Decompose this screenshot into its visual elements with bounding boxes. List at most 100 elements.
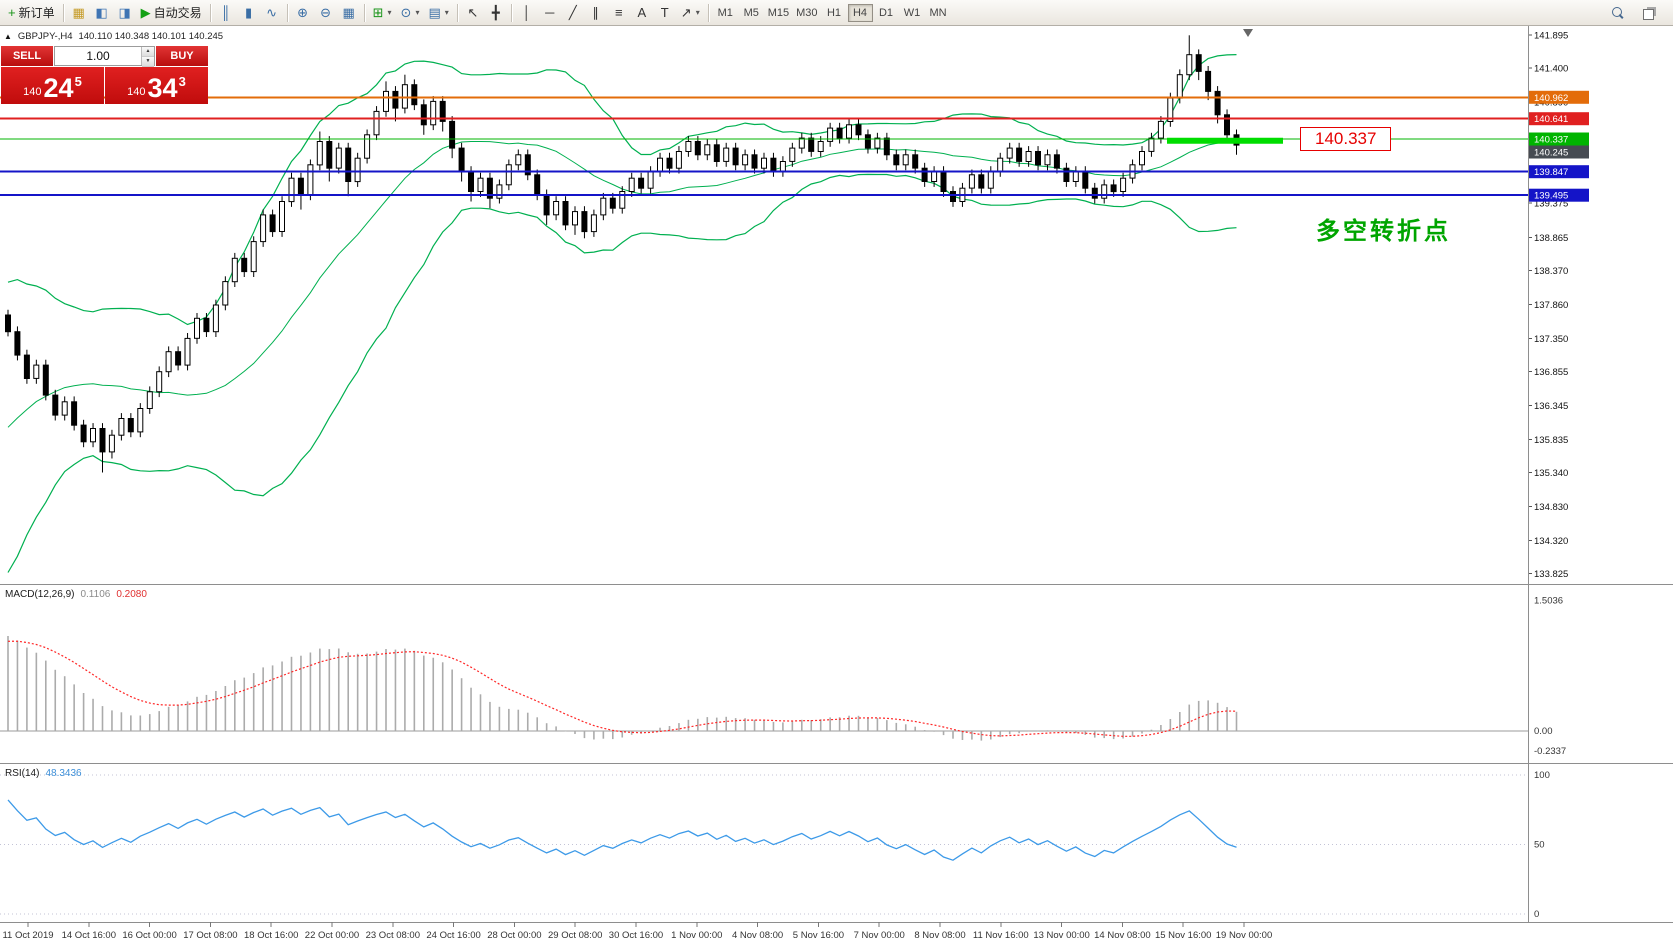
arrows-button[interactable]: ↗ ▾ xyxy=(677,3,704,23)
templates-button[interactable]: ▤ ▾ xyxy=(424,3,452,23)
timeframe-h4[interactable]: H4 xyxy=(847,3,873,22)
new-order-button[interactable]: + 新订单 xyxy=(4,3,59,23)
profiles-button[interactable]: ◧ xyxy=(91,3,113,23)
timeframe-w1[interactable]: W1 xyxy=(903,6,921,19)
sell-price-frac: 5 xyxy=(74,74,82,89)
candle-body xyxy=(562,201,569,226)
timeframe-m30[interactable]: M30 xyxy=(796,6,818,19)
price-axis-tick: 137.860 xyxy=(1534,300,1568,311)
zoom-out-button[interactable]: ⊖ xyxy=(315,3,337,23)
new-chart-button[interactable]: ⊞ ▾ xyxy=(369,3,396,23)
buy-price-base: 140 xyxy=(127,86,146,98)
rsi-panel[interactable] xyxy=(0,765,1528,922)
candle-body xyxy=(524,154,531,176)
candle-body xyxy=(968,174,975,189)
crosshair-button[interactable]: ╋ xyxy=(485,3,507,23)
rsi-axis-label: 0 xyxy=(1534,909,1539,920)
toolbar-separator xyxy=(62,3,64,22)
cursor-button[interactable]: ↖ xyxy=(462,3,484,23)
timeframe-m5[interactable]: M5 xyxy=(743,6,759,19)
channel-button[interactable]: ∥ xyxy=(585,3,607,23)
chart-plot-area[interactable] xyxy=(0,26,1528,584)
timeframe-m15[interactable]: M15 xyxy=(767,6,790,19)
price-tag-text: 139.847 xyxy=(1534,167,1568,178)
candle-body xyxy=(742,154,749,166)
timeframe-d1[interactable]: D1 xyxy=(878,6,894,19)
trendline-button[interactable]: ╱ xyxy=(562,3,584,23)
charts-button[interactable]: ▦ xyxy=(68,3,90,23)
candle-body xyxy=(118,418,125,436)
bar-chart-button[interactable]: ║ xyxy=(215,3,237,23)
candle-body xyxy=(638,177,645,189)
time-axis-label: 8 Nov 08:00 xyxy=(914,930,965,941)
macd-axis-max: 1.5036 xyxy=(1534,595,1563,606)
fibonacci-icon: ≡ xyxy=(614,5,623,20)
candle-body xyxy=(1110,184,1117,193)
time-axis-label: 24 Oct 16:00 xyxy=(426,930,480,941)
macd-axis-zero: 0.00 xyxy=(1534,726,1553,737)
periods-button[interactable]: ⊙ ▾ xyxy=(397,3,424,23)
candle-body xyxy=(609,197,616,209)
candle-body xyxy=(260,214,267,243)
time-axis-label: 5 Nov 16:00 xyxy=(793,930,844,941)
timeframe-mn[interactable]: MN xyxy=(929,6,947,19)
vertical-line-button[interactable]: │ xyxy=(516,3,538,23)
fibonacci-button[interactable]: ≡ xyxy=(608,3,630,23)
autotrading-button[interactable]: ▶ 自动交易 xyxy=(137,3,206,23)
candle-body xyxy=(1025,151,1032,162)
new-window-button[interactable] xyxy=(1637,3,1659,23)
buy-button[interactable]: BUY xyxy=(156,46,208,66)
horizontal-line-icon: ─ xyxy=(545,5,555,20)
profiles-icon: ◧ xyxy=(95,5,108,20)
rsi-value: 48.3436 xyxy=(45,768,82,779)
candle-body xyxy=(90,428,96,443)
candle-body xyxy=(1035,151,1041,166)
price-tag-139.495 xyxy=(1529,188,1589,202)
candle-body xyxy=(732,147,739,166)
search-button[interactable] xyxy=(1607,3,1629,23)
candle-body xyxy=(316,141,323,166)
time-axis[interactable] xyxy=(0,922,1673,950)
lot-size-input[interactable]: 1.00 ▲ ▼ xyxy=(54,46,155,67)
candle-body xyxy=(23,354,30,380)
label-button[interactable]: T xyxy=(654,3,676,23)
candle-body xyxy=(80,424,87,443)
text-button[interactable]: A xyxy=(631,3,653,23)
timeframe-m1[interactable]: M1 xyxy=(717,6,733,19)
time-axis-label: 30 Oct 16:00 xyxy=(609,930,663,941)
price-annotation-label[interactable]: 140.337 xyxy=(1300,126,1392,151)
candle-body xyxy=(137,408,144,433)
horizontal-line-button[interactable]: ─ xyxy=(539,3,561,23)
macd-panel[interactable] xyxy=(0,586,1528,763)
chart-shift-marker[interactable] xyxy=(1243,29,1253,37)
turning-point-annotation[interactable]: 多空转折点 xyxy=(1316,217,1451,245)
price-axis-tick: 135.835 xyxy=(1534,435,1568,446)
time-axis-label: 11 Nov 16:00 xyxy=(973,930,1029,941)
price-axis-tick: 139.375 xyxy=(1534,199,1568,210)
lot-decrease-button[interactable]: ▼ xyxy=(142,57,154,67)
timeframe-h1[interactable]: H1 xyxy=(826,6,842,19)
one-click-collapse-toggle[interactable]: ▲ xyxy=(4,32,12,41)
templates-icon: ▤ xyxy=(428,5,441,20)
candle-body xyxy=(335,147,342,169)
time-axis-label: 15 Nov 16:00 xyxy=(1155,930,1212,941)
candle-body xyxy=(1072,171,1079,182)
zoom-in-button[interactable]: ⊕ xyxy=(292,3,314,23)
macd-axis-min: -0.2337 xyxy=(1534,746,1566,757)
candle-body xyxy=(156,371,163,393)
time-axis-label: 1 Nov 00:00 xyxy=(671,930,722,941)
sell-price-panel[interactable]: 140 24 5 xyxy=(1,67,104,104)
buy-price-panel[interactable]: 140 34 3 xyxy=(105,67,208,104)
sell-button[interactable]: SELL xyxy=(1,46,53,66)
lot-increase-button[interactable]: ▲ xyxy=(142,47,154,57)
candle-body xyxy=(997,157,1004,172)
tile-windows-button[interactable]: ▦ xyxy=(338,3,360,23)
candle-body xyxy=(5,314,11,333)
line-chart-button[interactable]: ∿ xyxy=(261,3,283,23)
market-watch-button[interactable]: ◨ xyxy=(114,3,136,23)
price-tag-140.245 xyxy=(1529,145,1589,159)
candle-body xyxy=(411,84,418,106)
candlestick-chart-button[interactable]: ▮ xyxy=(238,3,260,23)
